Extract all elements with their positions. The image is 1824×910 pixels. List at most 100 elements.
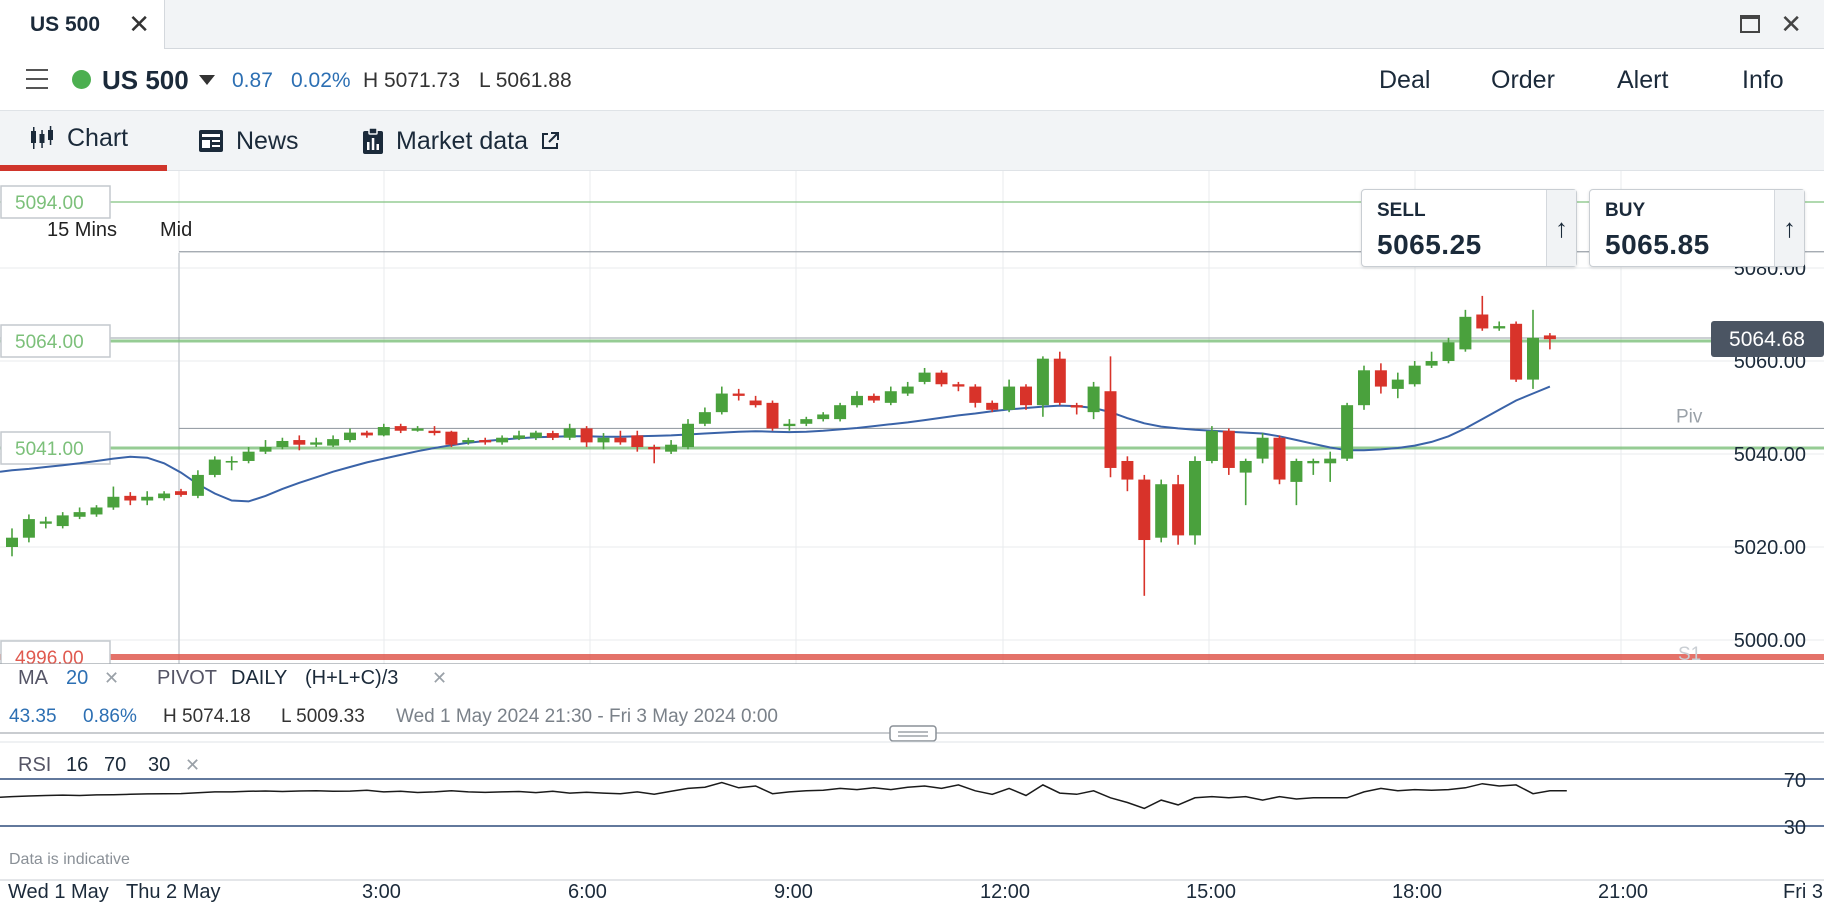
candle[interactable] [175, 488, 187, 497]
candle[interactable] [1442, 337, 1455, 364]
candle[interactable] [1239, 458, 1252, 506]
candle[interactable] [1307, 458, 1320, 475]
candle[interactable] [1290, 458, 1303, 506]
candle[interactable] [901, 381, 914, 396]
candle[interactable] [969, 384, 982, 408]
timeframe-selector[interactable]: 15 Mins [47, 219, 118, 241]
deal-button[interactable]: Deal [1379, 66, 1431, 94]
candle[interactable] [1053, 351, 1066, 406]
remove-pivot-icon[interactable]: ✕ [432, 668, 447, 688]
tab-chart[interactable]: Chart [0, 111, 167, 171]
candle[interactable] [208, 456, 221, 478]
window-close-icon[interactable]: ✕ [1780, 9, 1802, 39]
candle[interactable] [1273, 435, 1286, 485]
candle[interactable] [293, 435, 306, 451]
candle[interactable] [1510, 321, 1523, 382]
candle[interactable] [817, 412, 830, 422]
candle[interactable] [648, 444, 661, 464]
candle[interactable] [377, 423, 390, 437]
candle[interactable] [1374, 363, 1387, 394]
candle[interactable] [1003, 379, 1016, 413]
candle[interactable] [6, 528, 18, 557]
candle[interactable] [1189, 456, 1201, 545]
candle[interactable] [834, 402, 847, 422]
candle[interactable] [513, 430, 525, 441]
candle[interactable] [1543, 333, 1556, 350]
candle[interactable] [1155, 479, 1168, 543]
buy-button[interactable]: BUY 5065.85 ↑ [1589, 189, 1805, 267]
chevron-down-icon[interactable] [199, 75, 215, 85]
candle[interactable] [682, 419, 694, 450]
sell-button[interactable]: SELL 5065.25 ↑ [1361, 189, 1577, 267]
candle[interactable] [1527, 309, 1539, 389]
candle[interactable] [158, 491, 171, 501]
ma-period[interactable]: 20 [66, 667, 88, 689]
candle[interactable] [563, 423, 576, 441]
document-tab[interactable]: US 500 ✕ [0, 0, 165, 49]
instrument-name[interactable]: US 500 [102, 65, 189, 95]
candle[interactable] [698, 407, 711, 427]
level-line-label-box[interactable] [0, 185, 111, 219]
candle[interactable] [39, 516, 52, 529]
candle[interactable] [1087, 381, 1100, 420]
candle[interactable] [1358, 365, 1370, 410]
candle[interactable] [783, 419, 796, 431]
candle[interactable] [56, 512, 69, 529]
candle[interactable] [479, 437, 492, 445]
candle[interactable] [327, 435, 340, 448]
tab-news[interactable]: News [198, 111, 299, 171]
remove-rsi-icon[interactable]: ✕ [185, 755, 200, 775]
candle[interactable] [665, 440, 678, 454]
candle[interactable] [124, 492, 137, 506]
pivot-period[interactable]: DAILY [231, 667, 287, 689]
candle[interactable] [107, 486, 120, 510]
candle[interactable] [73, 507, 86, 520]
candle[interactable] [22, 514, 35, 543]
candle[interactable] [1341, 402, 1354, 461]
candle[interactable] [1222, 428, 1235, 475]
candle[interactable] [766, 400, 779, 431]
candle[interactable] [1493, 321, 1506, 331]
candle[interactable] [496, 435, 509, 445]
candle[interactable] [800, 416, 813, 427]
candle[interactable] [986, 400, 999, 413]
candle[interactable] [428, 426, 441, 436]
candle[interactable] [1324, 451, 1337, 482]
level-line-label-box[interactable] [0, 431, 111, 465]
candle[interactable] [1205, 426, 1218, 464]
candle[interactable] [597, 433, 610, 450]
candle[interactable] [884, 386, 897, 406]
candle[interactable] [1138, 474, 1151, 596]
candle[interactable] [141, 491, 154, 506]
rsi-lower-setting[interactable]: 30 [148, 754, 170, 776]
candle[interactable] [259, 440, 272, 454]
remove-ma-icon[interactable]: ✕ [104, 668, 119, 688]
maximize-icon[interactable] [1740, 15, 1760, 33]
candle[interactable] [546, 430, 559, 441]
rsi-period[interactable]: 16 [66, 754, 88, 776]
candle[interactable] [225, 456, 238, 471]
candle[interactable] [580, 426, 593, 448]
candle[interactable] [918, 367, 931, 385]
alert-button[interactable]: Alert [1617, 66, 1669, 94]
candle[interactable] [1425, 351, 1438, 368]
hamburger-menu-icon[interactable] [26, 69, 48, 89]
candle[interactable] [1476, 295, 1489, 331]
candle[interactable] [310, 437, 323, 448]
candle[interactable] [90, 505, 103, 517]
candle[interactable] [1256, 433, 1269, 464]
order-button[interactable]: Order [1491, 66, 1555, 94]
candle[interactable] [1070, 402, 1083, 415]
candle[interactable] [1104, 356, 1117, 478]
candle[interactable] [1036, 356, 1049, 417]
candle[interactable] [1172, 474, 1185, 545]
pivot-formula[interactable]: (H+L+C)/3 [305, 667, 398, 689]
candle[interactable] [935, 370, 948, 387]
close-tab-icon[interactable]: ✕ [128, 9, 150, 39]
candle[interactable] [732, 388, 745, 401]
info-button[interactable]: Info [1742, 66, 1784, 94]
candle[interactable] [445, 430, 458, 448]
candle[interactable] [715, 386, 728, 415]
candle[interactable] [529, 430, 542, 441]
